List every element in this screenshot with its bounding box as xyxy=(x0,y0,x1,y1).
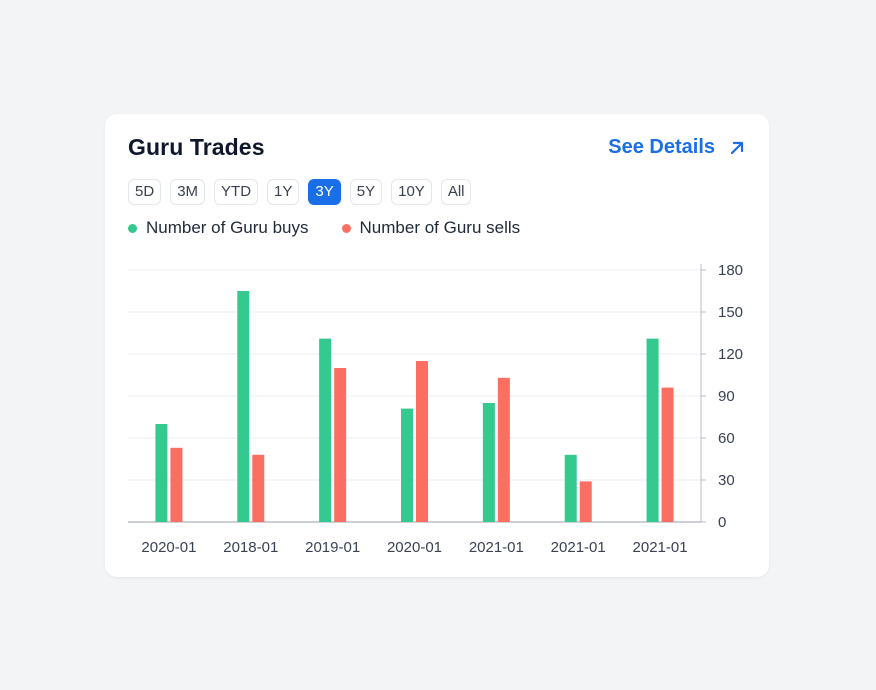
y-tick-label: 60 xyxy=(718,430,735,447)
card-title: Guru Trades xyxy=(128,134,265,160)
range-3m[interactable]: 3M xyxy=(170,179,206,205)
bar-buys xyxy=(319,338,332,522)
x-tick-label: 2018-01 xyxy=(223,539,278,556)
range-10y[interactable]: 10Y xyxy=(391,179,432,205)
x-tick-label: 2019-01 xyxy=(305,539,360,556)
sells-dot-icon xyxy=(341,223,351,233)
chart-legend: Number of Guru buys Number of Guru sells xyxy=(128,218,520,238)
x-tick-label: 2020-01 xyxy=(141,539,196,556)
bar-buys xyxy=(237,291,250,522)
bar-sells xyxy=(416,361,428,522)
range-ytd[interactable]: YTD xyxy=(214,179,259,205)
bar-buys xyxy=(646,338,659,522)
bar-sells xyxy=(579,481,592,522)
range-5d[interactable]: 5D xyxy=(128,179,162,205)
x-tick-label: 2021-01 xyxy=(551,539,606,556)
bar-sells xyxy=(170,447,183,522)
bar-sells xyxy=(661,387,674,522)
buys-dot-icon xyxy=(128,223,137,233)
legend-label-sells: Number of Guru sells xyxy=(359,218,521,237)
legend-item-buys[interactable]: Number of Guru buys xyxy=(128,218,309,238)
range-3y[interactable]: 3Y xyxy=(308,179,341,205)
bar-buys xyxy=(401,408,413,522)
legend-label-buys: Number of Guru buys xyxy=(146,218,309,237)
y-tick-label: 150 xyxy=(718,304,743,321)
guru-trades-card: Guru Trades See Details 5D 3M YTD 1Y 3Y … xyxy=(105,114,769,577)
see-details-link[interactable]: See Details xyxy=(608,136,745,159)
time-range-selector: 5D 3M YTD 1Y 3Y 5Y 10Y All xyxy=(128,179,472,205)
y-tick-label: 180 xyxy=(718,262,743,279)
y-tick-label: 30 xyxy=(718,472,735,489)
range-1y[interactable]: 1Y xyxy=(267,179,300,205)
arrow-up-right-icon xyxy=(729,140,745,156)
bar-sells xyxy=(497,377,510,522)
y-tick-label: 0 xyxy=(718,514,726,531)
bar-sells xyxy=(334,368,347,522)
x-tick-label: 2020-01 xyxy=(387,539,442,556)
guru-trades-chart: 0 30 60 90 120 150 180 2020-01 2018-01 2019-01 202… xyxy=(128,262,743,556)
x-tick-label: 2021-01 xyxy=(469,539,524,556)
range-all[interactable]: All xyxy=(440,179,472,205)
y-tick-label: 120 xyxy=(718,346,743,363)
bar-buys xyxy=(155,424,168,522)
range-5y[interactable]: 5Y xyxy=(349,179,383,205)
x-tick-label: 2021-01 xyxy=(633,539,688,556)
bar-buys xyxy=(482,403,495,522)
legend-item-sells[interactable]: Number of Guru sells xyxy=(341,218,521,238)
see-details-label: See Details xyxy=(608,136,715,158)
bar-buys xyxy=(564,454,577,522)
y-tick-label: 90 xyxy=(718,388,735,405)
bar-sells xyxy=(252,454,265,522)
